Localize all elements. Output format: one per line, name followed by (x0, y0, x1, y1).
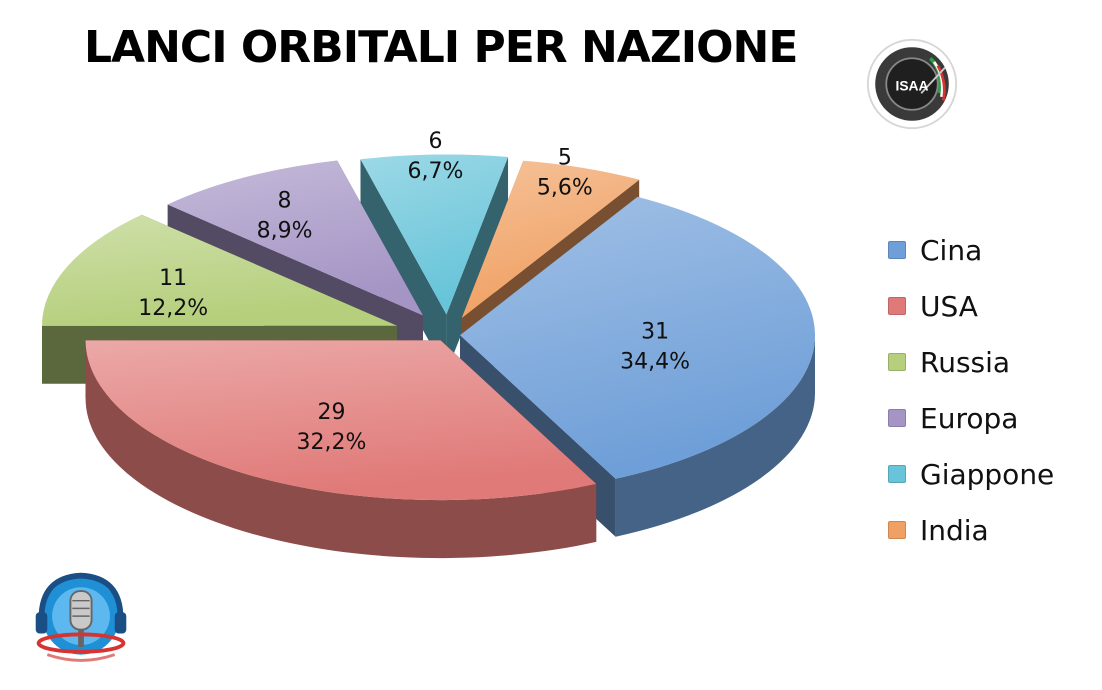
legend-item-usa: USA (888, 278, 1054, 334)
slice-label-cina: 31 34,4% (620, 319, 690, 374)
slice-highlight-usa (85, 340, 597, 501)
slice-percent-russia: 12,2% (138, 296, 208, 321)
slice-value-usa: 29 (317, 400, 345, 425)
legend-item-giappone: Giappone (888, 446, 1054, 502)
legend-swatch-usa (888, 297, 906, 315)
slice-percent-europa: 8,9% (257, 219, 313, 244)
slice-side-giappone-start (360, 159, 447, 373)
legend-swatch-india (888, 521, 906, 539)
legend-swatch-giappone (888, 465, 906, 483)
legend-label-usa: USA (920, 289, 978, 323)
legend-label-giappone: Giappone (920, 457, 1055, 491)
pie-labels: 31 34,4% 29 32,2% 11 12,2% 8 8,9% 6 6,7% 5 5,6% (138, 129, 690, 455)
legend-item-russia: Russia (888, 334, 1054, 390)
slice-percent-giappone: 6,7% (408, 159, 464, 184)
pie-tops (42, 154, 815, 501)
legend-swatch-europa (888, 409, 906, 427)
slice-highlight-india (461, 160, 640, 319)
slice-highlight-europa (167, 160, 423, 316)
slice-value-europa: 8 (278, 189, 292, 214)
chart-title: LANCI ORBITALI PER NAZIONE (84, 22, 798, 73)
slice-highlight-cina (459, 196, 815, 479)
slice-label-giappone: 6 6,7% (408, 129, 464, 184)
slice-label-usa: 29 32,2% (297, 400, 367, 455)
slice-highlight-russia (42, 214, 398, 326)
legend-item-europa: Europa (888, 390, 1054, 446)
slice-label-europa: 8 8,9% (257, 189, 313, 244)
legend: Cina USA Russia Europa Giappone India (888, 222, 1054, 558)
legend-item-india: India (888, 502, 1054, 558)
slice-percent-usa: 32,2% (297, 430, 367, 455)
slice-rim-usa (85, 340, 597, 559)
isaa-logo-text: ISAA (896, 78, 929, 93)
legend-label-india: India (920, 513, 989, 547)
slice-rim-cina (615, 335, 815, 537)
pie-chart: 31 34,4% 29 32,2% 11 12,2% 8 8,9% 6 6,7% 5 5,6% (42, 129, 815, 559)
slice-value-cina: 31 (641, 319, 669, 344)
slice-label-india: 5 5,6% (537, 145, 593, 200)
slice-percent-india: 5,6% (537, 175, 593, 200)
slice-value-india: 5 (558, 145, 572, 170)
legend-swatch-russia (888, 353, 906, 371)
legend-item-cina: Cina (888, 222, 1054, 278)
slice-value-russia: 11 (159, 266, 187, 291)
legend-label-europa: Europa (920, 401, 1019, 435)
radio-microphone-logo (35, 572, 127, 662)
legend-label-cina: Cina (920, 233, 983, 267)
slice-percent-cina: 34,4% (620, 349, 690, 374)
slice-highlight-giappone (360, 154, 509, 315)
slice-label-russia: 11 12,2% (138, 266, 208, 321)
slice-value-giappone: 6 (428, 129, 442, 154)
isaa-logo: ISAA (866, 38, 958, 130)
legend-label-russia: Russia (920, 345, 1011, 379)
legend-swatch-cina (888, 241, 906, 259)
